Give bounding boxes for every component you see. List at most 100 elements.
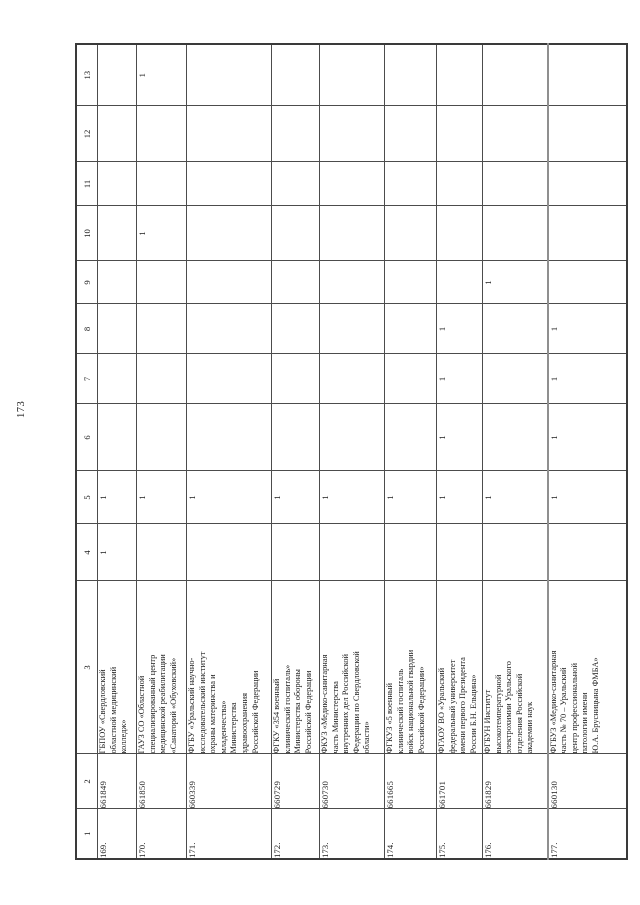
value-cell-col9 bbox=[271, 261, 320, 304]
value-cell-col6 bbox=[384, 404, 437, 471]
value-cell-col6 bbox=[319, 404, 385, 471]
value-cell-col12 bbox=[186, 106, 272, 162]
value-cell-col13 bbox=[547, 44, 627, 106]
value-cell-col8 bbox=[97, 304, 137, 354]
table-row: 170. 661850 ГАУЗ СО «Областной специализир… bbox=[136, 44, 187, 859]
table-header: 1 2 3 4 5 6 7 8 9 10 11 12 13 bbox=[76, 44, 98, 859]
value-cell-col10 bbox=[97, 206, 137, 261]
row-number-cell: 171. bbox=[186, 809, 272, 859]
value-cell-col6: 1 bbox=[436, 404, 483, 471]
org-name-cell: ФГКУЗ «5 военный клинический госпиталь в… bbox=[384, 581, 437, 754]
value-cell-col6 bbox=[136, 404, 187, 471]
column-header-5: 5 bbox=[76, 471, 98, 524]
column-header-12: 12 bbox=[76, 106, 98, 162]
value-cell-col13 bbox=[436, 44, 483, 106]
value-cell-col10 bbox=[319, 206, 385, 261]
table-row: 171. 660339 ФГБУ «Уральский научно- исслед… bbox=[186, 44, 272, 859]
value-cell-col4 bbox=[547, 524, 627, 581]
value-cell-col4 bbox=[186, 524, 272, 581]
value-cell-col4 bbox=[271, 524, 320, 581]
value-cell-col11 bbox=[482, 162, 548, 206]
column-header-9: 9 bbox=[76, 261, 98, 304]
value-cell-col12 bbox=[384, 106, 437, 162]
column-header-4: 4 bbox=[76, 524, 98, 581]
org-table: 1 2 3 4 5 6 7 8 9 10 11 12 13 169. 661849 ГБПОУ «Сверд… bbox=[75, 43, 628, 860]
table-row: 177. 660130 ФГБУЗ «Медико-санитарная часть… bbox=[547, 44, 627, 859]
value-cell-col6 bbox=[482, 404, 548, 471]
value-cell-col10 bbox=[271, 206, 320, 261]
column-header-2: 2 bbox=[76, 754, 98, 809]
row-number-cell: 175. bbox=[436, 809, 483, 859]
value-cell-col13 bbox=[271, 44, 320, 106]
row-number-cell: 174. bbox=[384, 809, 437, 859]
row-number-cell: 173. bbox=[319, 809, 385, 859]
value-cell-col9 bbox=[97, 261, 137, 304]
code-cell: 660339 bbox=[186, 754, 272, 809]
table-row: 174. 661665 ФГКУЗ «5 военный клинический г… bbox=[384, 44, 437, 859]
value-cell-col7: 1 bbox=[436, 354, 483, 404]
value-cell-col12 bbox=[436, 106, 483, 162]
value-cell-col10 bbox=[384, 206, 437, 261]
table-row: 176. 661829 ФГБУН Институт высокотемперату… bbox=[482, 44, 548, 859]
row-number-cell: 177. bbox=[547, 809, 627, 859]
code-cell: 661829 bbox=[482, 754, 548, 809]
value-cell-col13: 1 bbox=[136, 44, 187, 106]
value-cell-col7 bbox=[271, 354, 320, 404]
value-cell-col11 bbox=[271, 162, 320, 206]
value-cell-col11 bbox=[319, 162, 385, 206]
row-number-cell: 169. bbox=[97, 809, 137, 859]
org-name-cell: ГАУЗ СО «Областной специализированный це… bbox=[136, 581, 187, 754]
value-cell-col10 bbox=[436, 206, 483, 261]
column-header-7: 7 bbox=[76, 354, 98, 404]
org-name-cell: ФГАОУ ВО «Уральский федеральный универси… bbox=[436, 581, 483, 754]
value-cell-col6: 1 bbox=[547, 404, 627, 471]
value-cell-col5: 1 bbox=[547, 471, 627, 524]
value-cell-col8 bbox=[482, 304, 548, 354]
value-cell-col4 bbox=[384, 524, 437, 581]
value-cell-col11 bbox=[384, 162, 437, 206]
table-row: 173. 660730 ФКУЗ «Медико-санитарная часть … bbox=[319, 44, 385, 859]
column-header-8: 8 bbox=[76, 304, 98, 354]
value-cell-col13 bbox=[482, 44, 548, 106]
value-cell-col8: 1 bbox=[547, 304, 627, 354]
value-cell-col8: 1 bbox=[436, 304, 483, 354]
value-cell-col7 bbox=[97, 354, 137, 404]
value-cell-col7: 1 bbox=[547, 354, 627, 404]
column-header-11: 11 bbox=[76, 162, 98, 206]
value-cell-col5: 1 bbox=[136, 471, 187, 524]
value-cell-col11 bbox=[186, 162, 272, 206]
org-name-cell: ФГБУН Институт высокотемпературной элект… bbox=[482, 581, 548, 754]
value-cell-col11 bbox=[97, 162, 137, 206]
value-cell-col6 bbox=[97, 404, 137, 471]
value-cell-col8 bbox=[136, 304, 187, 354]
value-cell-col9 bbox=[186, 261, 272, 304]
code-cell: 660130 bbox=[547, 754, 627, 809]
value-cell-col8 bbox=[271, 304, 320, 354]
value-cell-col6 bbox=[271, 404, 320, 471]
code-cell: 660730 bbox=[319, 754, 385, 809]
table-row: 172. 660729 ФГКУ «354 военный клинический … bbox=[271, 44, 320, 859]
value-cell-col10 bbox=[186, 206, 272, 261]
value-cell-col4: 1 bbox=[97, 524, 137, 581]
value-cell-col12 bbox=[319, 106, 385, 162]
org-name-cell: ГБПОУ «Свердловский областной медицински… bbox=[97, 581, 137, 754]
value-cell-col7 bbox=[384, 354, 437, 404]
value-cell-col7 bbox=[482, 354, 548, 404]
value-cell-col8 bbox=[384, 304, 437, 354]
value-cell-col5: 1 bbox=[271, 471, 320, 524]
value-cell-col11 bbox=[436, 162, 483, 206]
org-name-cell: ФКУЗ «Медико-санитарная часть Министерст… bbox=[319, 581, 385, 754]
value-cell-col5: 1 bbox=[436, 471, 483, 524]
value-cell-col5: 1 bbox=[186, 471, 272, 524]
value-cell-col7 bbox=[319, 354, 385, 404]
value-cell-col12 bbox=[136, 106, 187, 162]
org-name-cell: ФГКУ «354 военный клинический госпиталь»… bbox=[271, 581, 320, 754]
code-cell: 661849 bbox=[97, 754, 137, 809]
code-cell: 661850 bbox=[136, 754, 187, 809]
column-header-6: 6 bbox=[76, 404, 98, 471]
page-number: 173 bbox=[16, 400, 27, 418]
row-number-cell: 170. bbox=[136, 809, 187, 859]
value-cell-col9 bbox=[436, 261, 483, 304]
column-header-13: 13 bbox=[76, 44, 98, 106]
